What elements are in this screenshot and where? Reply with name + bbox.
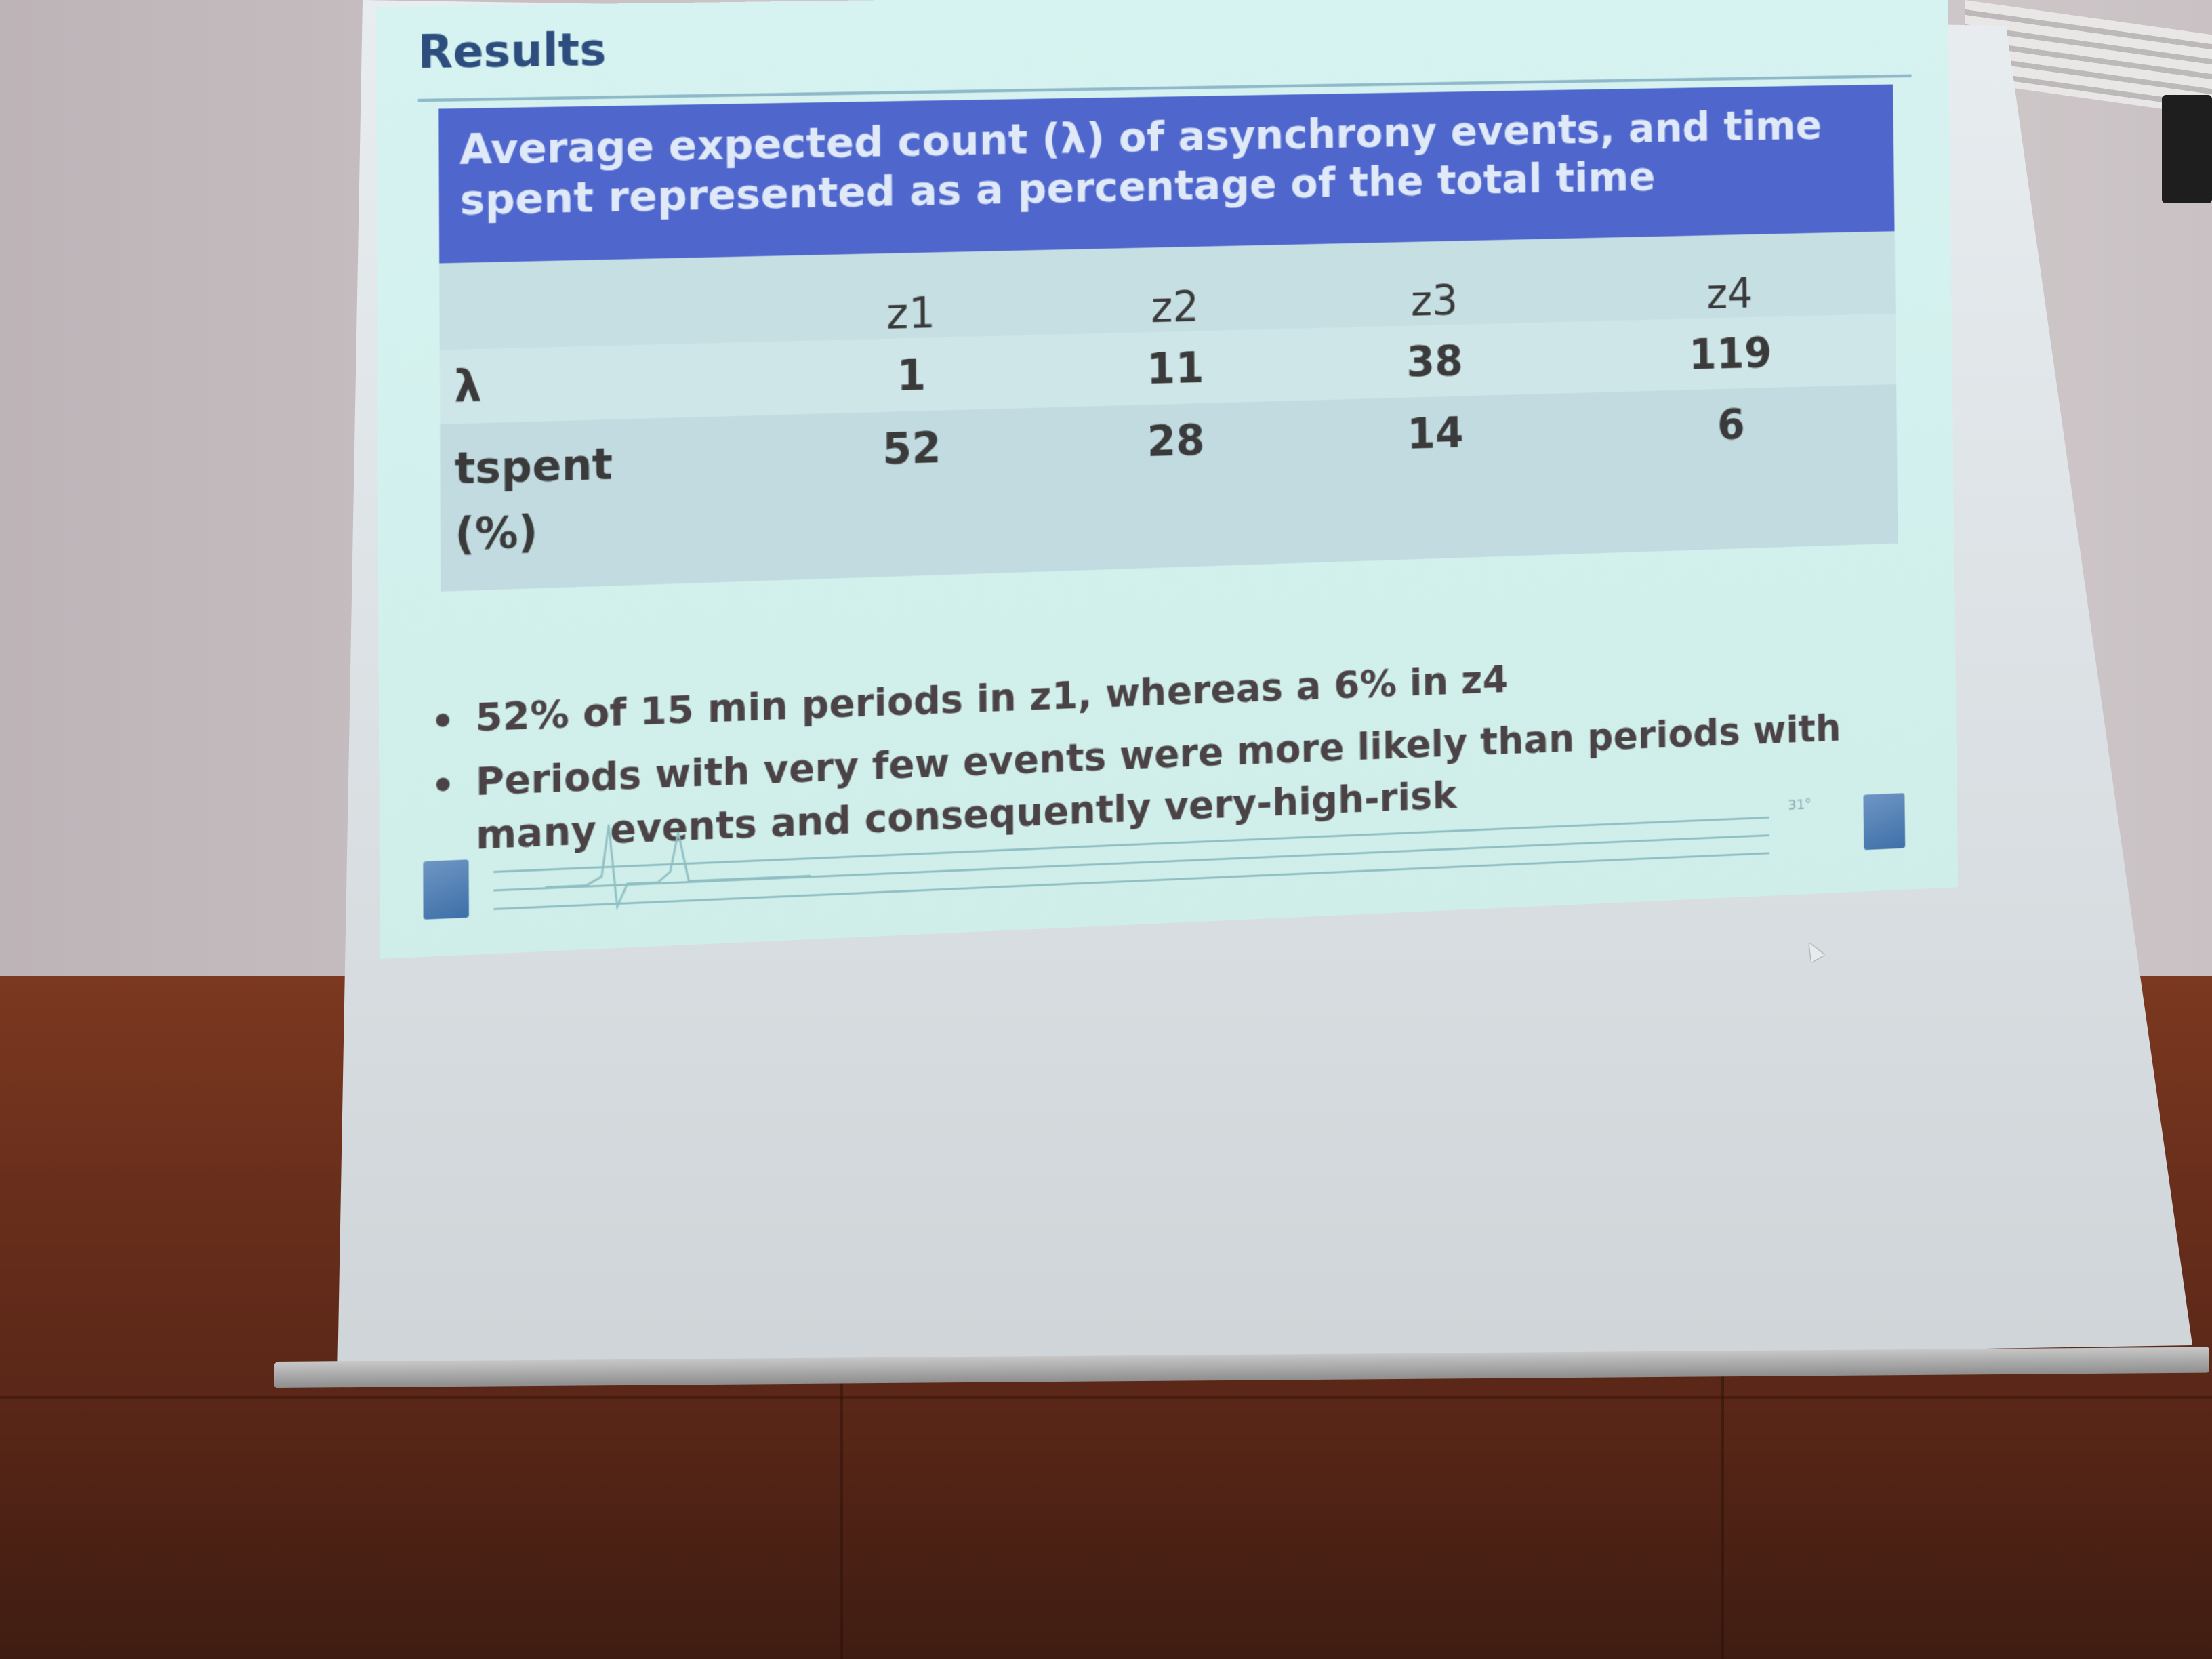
congress-badge-text: 31°	[1788, 797, 1811, 814]
ecg-wave-icon	[545, 796, 811, 921]
projected-slide: Results Average expected count (λ) of as…	[376, 0, 1958, 959]
row-label-lambda: λ	[440, 342, 778, 424]
table-cell: 11	[1044, 328, 1306, 407]
column-header: z2	[1043, 244, 1305, 335]
bullet-dot-icon	[436, 777, 450, 792]
row-label-tspent-line2: (%)	[455, 493, 762, 568]
header-empty-cell	[439, 256, 777, 350]
data-table: z1 z2 z3 z4 λ 1 11 38 119 tspent (%) 52 …	[439, 231, 1898, 592]
results-table: Average expected count (λ) of asynchrony…	[438, 85, 1898, 592]
table-cell: 1	[777, 335, 1044, 415]
panel-line	[0, 1396, 2212, 1399]
column-header: z1	[777, 250, 1044, 342]
wall-speaker	[2162, 95, 2212, 203]
table-cell: 119	[1562, 314, 1896, 394]
table-cell: 38	[1305, 322, 1563, 401]
bullet-dot-icon	[436, 713, 449, 727]
table-cell: 28	[1044, 401, 1307, 571]
table-cell: 6	[1563, 384, 1898, 554]
table-cell: 14	[1306, 393, 1565, 562]
congress-badge: 31°	[1788, 795, 1854, 847]
organization-logo-icon	[423, 859, 469, 920]
table-cell: 52	[777, 407, 1045, 580]
slide-title: Results	[417, 24, 607, 79]
row-label-tspent-line1: tspent	[455, 428, 762, 502]
column-header: z4	[1561, 231, 1896, 322]
row-label-tspent: tspent (%)	[440, 415, 779, 592]
column-header: z3	[1305, 239, 1562, 328]
society-logo-icon	[1863, 793, 1905, 850]
